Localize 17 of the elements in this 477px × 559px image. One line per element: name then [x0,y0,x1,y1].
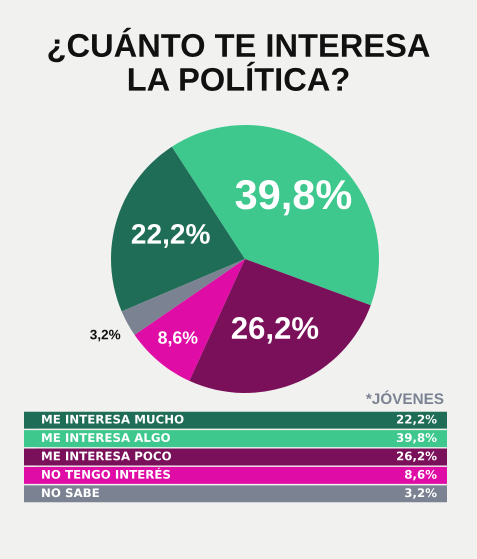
data-label: 22,2% [132,224,210,248]
legend-label: NO TENGO INTERÉS [42,468,170,479]
legend-label: NO SABE [42,488,99,498]
text: 8,6% [404,470,437,480]
chart-title: ¿CUÁNTO TE INTERESA LA POLÍTICA? [48,28,430,91]
text: 26,2% [396,451,437,462]
text: 22,2% [396,414,437,426]
legend-label: ME INTERESA MUCHO [42,414,184,424]
text: *JÓVENES [366,390,444,404]
legend-label: ME INTERESA ALGO [42,433,170,442]
legend-label: ME INTERESA POCO [42,451,172,460]
data-label: 39,8% [236,180,352,216]
text: 3,2% [405,488,437,499]
data-label: 8,6% [158,331,198,346]
data-label: 3,2% [90,330,120,342]
text: 39,8% [396,433,437,444]
data-label: 26,2% [232,317,318,344]
